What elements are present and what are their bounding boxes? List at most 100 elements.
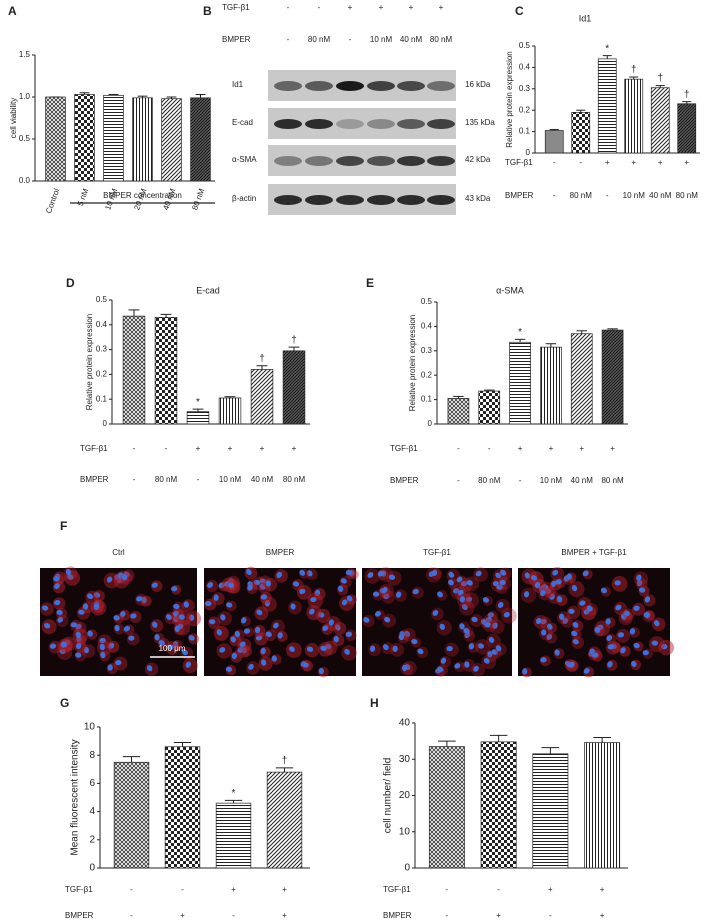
y-tick-label: 0.1	[519, 127, 531, 136]
panel-letter: B	[203, 4, 212, 18]
nucleus	[392, 645, 398, 652]
nucleus	[99, 643, 105, 651]
nucleus	[382, 644, 389, 651]
nucleus	[571, 584, 578, 592]
condition-value: -	[457, 444, 460, 453]
nucleus	[314, 589, 321, 597]
nucleus	[453, 588, 460, 594]
nucleus	[246, 568, 252, 576]
image-title: Ctrl	[112, 548, 125, 557]
nucleus	[431, 569, 438, 577]
y-tick-label: 10	[84, 722, 96, 733]
nucleus	[146, 665, 153, 672]
nucleus	[631, 660, 637, 668]
condition-value: -	[488, 444, 491, 453]
nucleus	[87, 630, 93, 637]
condition-value: -	[165, 444, 168, 453]
nucleus	[340, 578, 347, 584]
blot-band	[305, 156, 333, 166]
nucleus	[276, 571, 283, 578]
y-axis-label: Relative protein expression	[505, 51, 514, 148]
nucleus	[582, 570, 589, 577]
condition-value: -	[181, 885, 184, 894]
y-tick-label: 0.2	[519, 105, 531, 114]
condition-value: 80 nM	[601, 476, 624, 485]
nucleus	[345, 631, 353, 637]
nucleus	[456, 576, 463, 583]
nucleus	[113, 615, 120, 621]
nucleus	[54, 583, 60, 590]
y-tick-label: 0.3	[421, 346, 433, 355]
bar	[509, 341, 531, 425]
nucleus	[374, 611, 382, 617]
condition-value: -	[133, 475, 136, 484]
panel-letter: H	[370, 696, 379, 710]
y-tick-label: 0	[428, 419, 433, 428]
nucleus	[572, 621, 579, 628]
band-size: 16 kDa	[465, 80, 491, 89]
condition-value: +	[549, 444, 554, 453]
condition-value: -	[349, 35, 352, 44]
nucleus	[552, 569, 559, 576]
condition-value: +	[548, 885, 553, 894]
nucleus	[594, 627, 601, 633]
nucleus	[562, 617, 569, 624]
nucleus	[307, 570, 313, 577]
nucleus	[213, 594, 219, 601]
y-tick-label: 0.3	[96, 345, 108, 354]
nucleus	[173, 603, 180, 610]
bar	[215, 802, 252, 869]
condition-value: +	[496, 911, 501, 920]
nucleus	[308, 608, 315, 615]
nucleus	[492, 581, 500, 587]
chart-title: E-cad	[196, 285, 220, 295]
blot-band	[397, 119, 425, 129]
y-tick-label: 8	[89, 750, 95, 761]
nucleus	[534, 581, 541, 589]
blot-band	[305, 81, 333, 91]
nucleus	[254, 626, 261, 634]
nucleus	[226, 602, 233, 608]
nucleus	[243, 628, 251, 634]
nucleus	[439, 623, 445, 630]
nucleus	[302, 662, 309, 668]
nucleus	[53, 576, 60, 582]
nucleus	[75, 631, 81, 638]
nucleus	[344, 648, 350, 655]
nucleus	[541, 629, 547, 636]
nucleus	[299, 569, 306, 576]
y-tick-label: 0	[103, 419, 108, 428]
band-size: 42 kDa	[465, 155, 491, 164]
nucleus	[411, 639, 418, 645]
nucleus	[633, 605, 640, 611]
condition-value: +	[610, 444, 615, 453]
nucleus	[464, 661, 470, 668]
nucleus	[491, 649, 498, 655]
nucleus	[65, 568, 72, 576]
nucleus	[495, 645, 502, 652]
nucleus	[335, 624, 341, 631]
y-tick-label: 0.5	[96, 295, 108, 304]
nucleus	[475, 570, 482, 577]
nucleus	[106, 576, 113, 583]
band-name: Id1	[232, 80, 244, 89]
condition-value: 10 nM	[623, 191, 646, 200]
bar	[584, 742, 621, 869]
condition-value: -	[549, 911, 552, 920]
nucleus	[151, 582, 158, 588]
nucleus	[234, 630, 240, 638]
nucleus	[540, 589, 546, 597]
nucleus	[173, 610, 179, 617]
panel-letter: E	[366, 276, 374, 290]
nucleus	[183, 601, 189, 608]
condition-value: 40 nM	[251, 475, 274, 484]
condition-value: -	[197, 475, 200, 484]
bar	[266, 771, 303, 869]
nucleus	[333, 636, 339, 643]
band-name: α-SMA	[232, 155, 257, 164]
y-axis-label: Mean fluorescent intensity	[70, 739, 81, 855]
nucleus	[457, 589, 464, 596]
nucleus	[661, 644, 668, 650]
condition-value: 80 nM	[676, 191, 699, 200]
nucleus	[607, 644, 614, 650]
